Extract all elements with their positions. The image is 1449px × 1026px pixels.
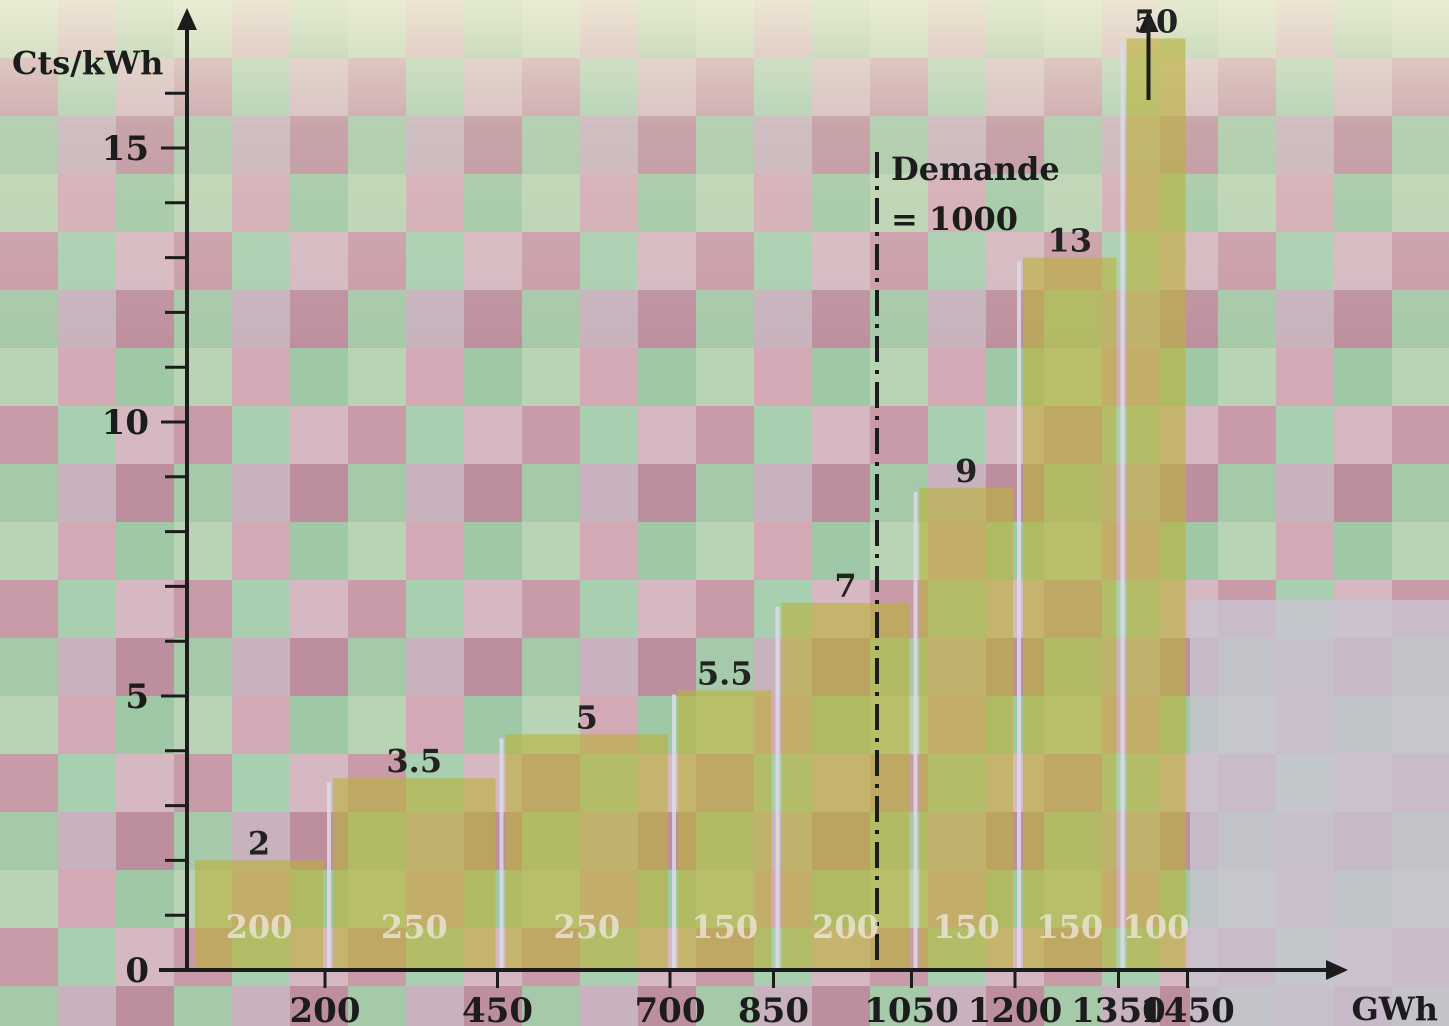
demand-label-line1: Demande [891, 150, 1060, 188]
bar-1 [333, 778, 496, 970]
bars-layer [195, 38, 1186, 971]
x-tick-label-1350: 1350 [1071, 991, 1166, 1026]
x-tick-label-850: 850 [738, 991, 809, 1026]
background-glow [0, 0, 1449, 360]
bar-3 [678, 690, 772, 970]
y-tick-label-5: 5 [125, 677, 149, 717]
bar-quantity-label-0: 200 [226, 908, 293, 946]
off-scale-arrow-head [1138, 10, 1159, 32]
x-axis-title: GWh [1351, 990, 1438, 1026]
bar-price-label-6: 13 [1047, 222, 1092, 260]
x-tick-label-1050: 1050 [864, 991, 959, 1026]
y-tick-label-15: 15 [102, 129, 149, 169]
bar-quantity-label-3: 150 [691, 908, 758, 946]
y-axis-title: Cts/kWh [12, 44, 163, 82]
labels-layer: 2 200 3.5 250 5 250 5.5 150 7 200 9 150 13 150 50 100 0 5… [12, 2, 1438, 1026]
background-plain-region [1190, 600, 1449, 1026]
demand-label-line2: = 1000 [891, 200, 1018, 238]
bar-quantity-label-1: 250 [381, 908, 448, 946]
x-axis-arrow [1326, 960, 1348, 980]
bar-0 [195, 860, 323, 970]
bar-4 [781, 602, 910, 970]
bar-price-label-3: 5.5 [697, 655, 753, 693]
bar-6 [1023, 257, 1117, 971]
bar-price-label-1: 3.5 [386, 742, 442, 780]
bar-quantity-label-4: 200 [812, 908, 879, 946]
y-tick-label-0: 0 [125, 951, 149, 991]
x-tick-label-700: 700 [635, 991, 706, 1026]
x-tick-label-1200: 1200 [968, 991, 1063, 1026]
bar-5 [919, 487, 1013, 970]
bar-quantity-label-5: 150 [933, 908, 1000, 946]
axes-layer [159, 8, 1348, 988]
y-tick-label-10: 10 [102, 403, 149, 443]
x-tick-label-1450: 1450 [1140, 991, 1235, 1026]
bar-7 [1126, 38, 1186, 970]
bar-2 [505, 734, 668, 970]
bar-quantity-label-6: 150 [1036, 908, 1103, 946]
bar-price-label-7: 50 [1134, 2, 1179, 40]
x-tick-label-200: 200 [290, 991, 361, 1026]
bar-price-label-5: 9 [955, 452, 977, 490]
bar-quantity-label-2: 250 [553, 908, 620, 946]
bar-price-label-2: 5 [576, 698, 598, 736]
bar-quantity-label-7: 100 [1123, 908, 1190, 946]
x-tick-label-450: 450 [462, 991, 533, 1026]
bar-price-label-4: 7 [834, 567, 856, 605]
y-axis-arrow [177, 8, 197, 30]
bar-price-label-0: 2 [248, 824, 270, 862]
